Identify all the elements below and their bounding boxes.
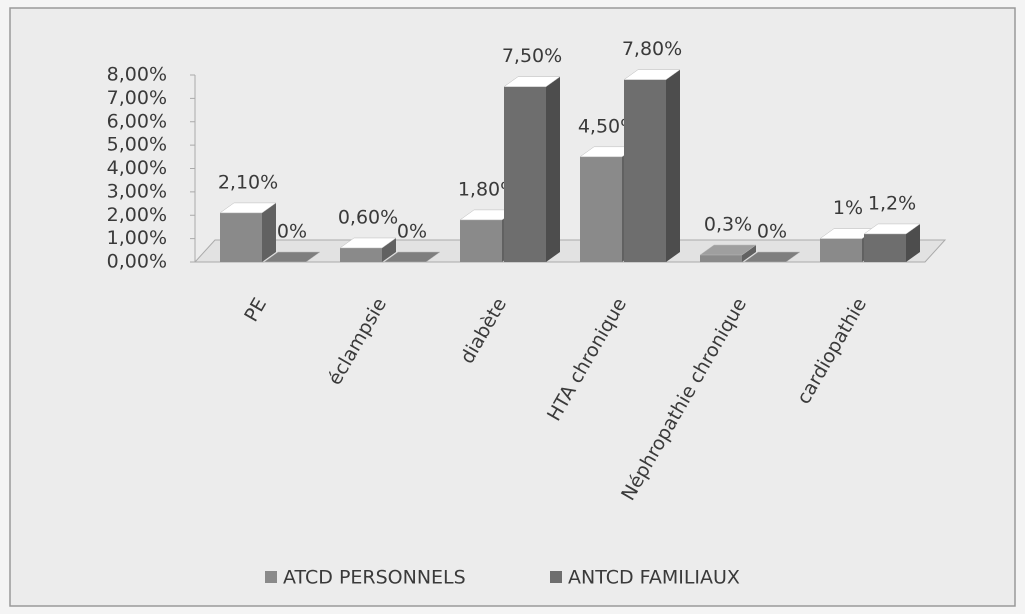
data-label: 0% bbox=[757, 221, 787, 243]
data-label: 7,80% bbox=[622, 38, 682, 60]
bar-top bbox=[263, 251, 321, 263]
y-tick-label: 1,00% bbox=[107, 227, 167, 249]
data-label: 0,60% bbox=[338, 206, 398, 228]
data-label: 0% bbox=[277, 221, 307, 243]
legend-label: ATCD PERSONNELS bbox=[283, 567, 466, 589]
bar bbox=[460, 219, 502, 262]
y-tick-label: 5,00% bbox=[107, 134, 167, 156]
data-label: 1% bbox=[833, 197, 863, 219]
data-label: 4,50% bbox=[578, 115, 638, 137]
y-tick-label: 2,00% bbox=[107, 204, 167, 226]
bar-top bbox=[339, 237, 397, 249]
data-label: 0% bbox=[397, 221, 427, 243]
legend-label: ANTCD FAMILIAUX bbox=[568, 567, 740, 589]
bar bbox=[820, 238, 862, 262]
bar bbox=[624, 79, 666, 262]
bar-top bbox=[503, 76, 561, 87]
bar-side bbox=[742, 244, 756, 262]
bar-top bbox=[383, 251, 441, 263]
bar-top bbox=[219, 202, 277, 214]
bar-side bbox=[546, 76, 560, 262]
bar-top bbox=[743, 251, 801, 263]
y-tick-label: 3,00% bbox=[107, 180, 167, 202]
bar-top bbox=[863, 223, 921, 235]
y-tick-label: 7,00% bbox=[107, 87, 167, 109]
bar bbox=[340, 247, 382, 262]
bar bbox=[220, 212, 262, 262]
bar bbox=[700, 254, 742, 262]
data-label: 1,2% bbox=[868, 192, 916, 214]
bar-side bbox=[382, 237, 396, 262]
bar bbox=[864, 233, 906, 262]
y-tick-label: 4,00% bbox=[107, 157, 167, 179]
legend-swatch bbox=[550, 571, 562, 583]
bar-side bbox=[666, 69, 680, 262]
y-tick-label: 0,00% bbox=[107, 251, 167, 273]
bar-top bbox=[623, 69, 681, 80]
y-tick-label: 8,00% bbox=[107, 64, 167, 86]
data-label: 0,3% bbox=[704, 213, 752, 235]
y-tick-label: 6,00% bbox=[107, 110, 167, 132]
data-label: 1,80% bbox=[458, 178, 518, 200]
bar-top bbox=[699, 244, 757, 256]
legend-swatch bbox=[265, 571, 277, 583]
data-label: 7,50% bbox=[502, 45, 562, 67]
bar bbox=[504, 86, 546, 262]
bar-side bbox=[262, 202, 276, 262]
data-label: 2,10% bbox=[218, 171, 278, 193]
bar-side bbox=[906, 223, 920, 262]
bar bbox=[580, 156, 622, 262]
